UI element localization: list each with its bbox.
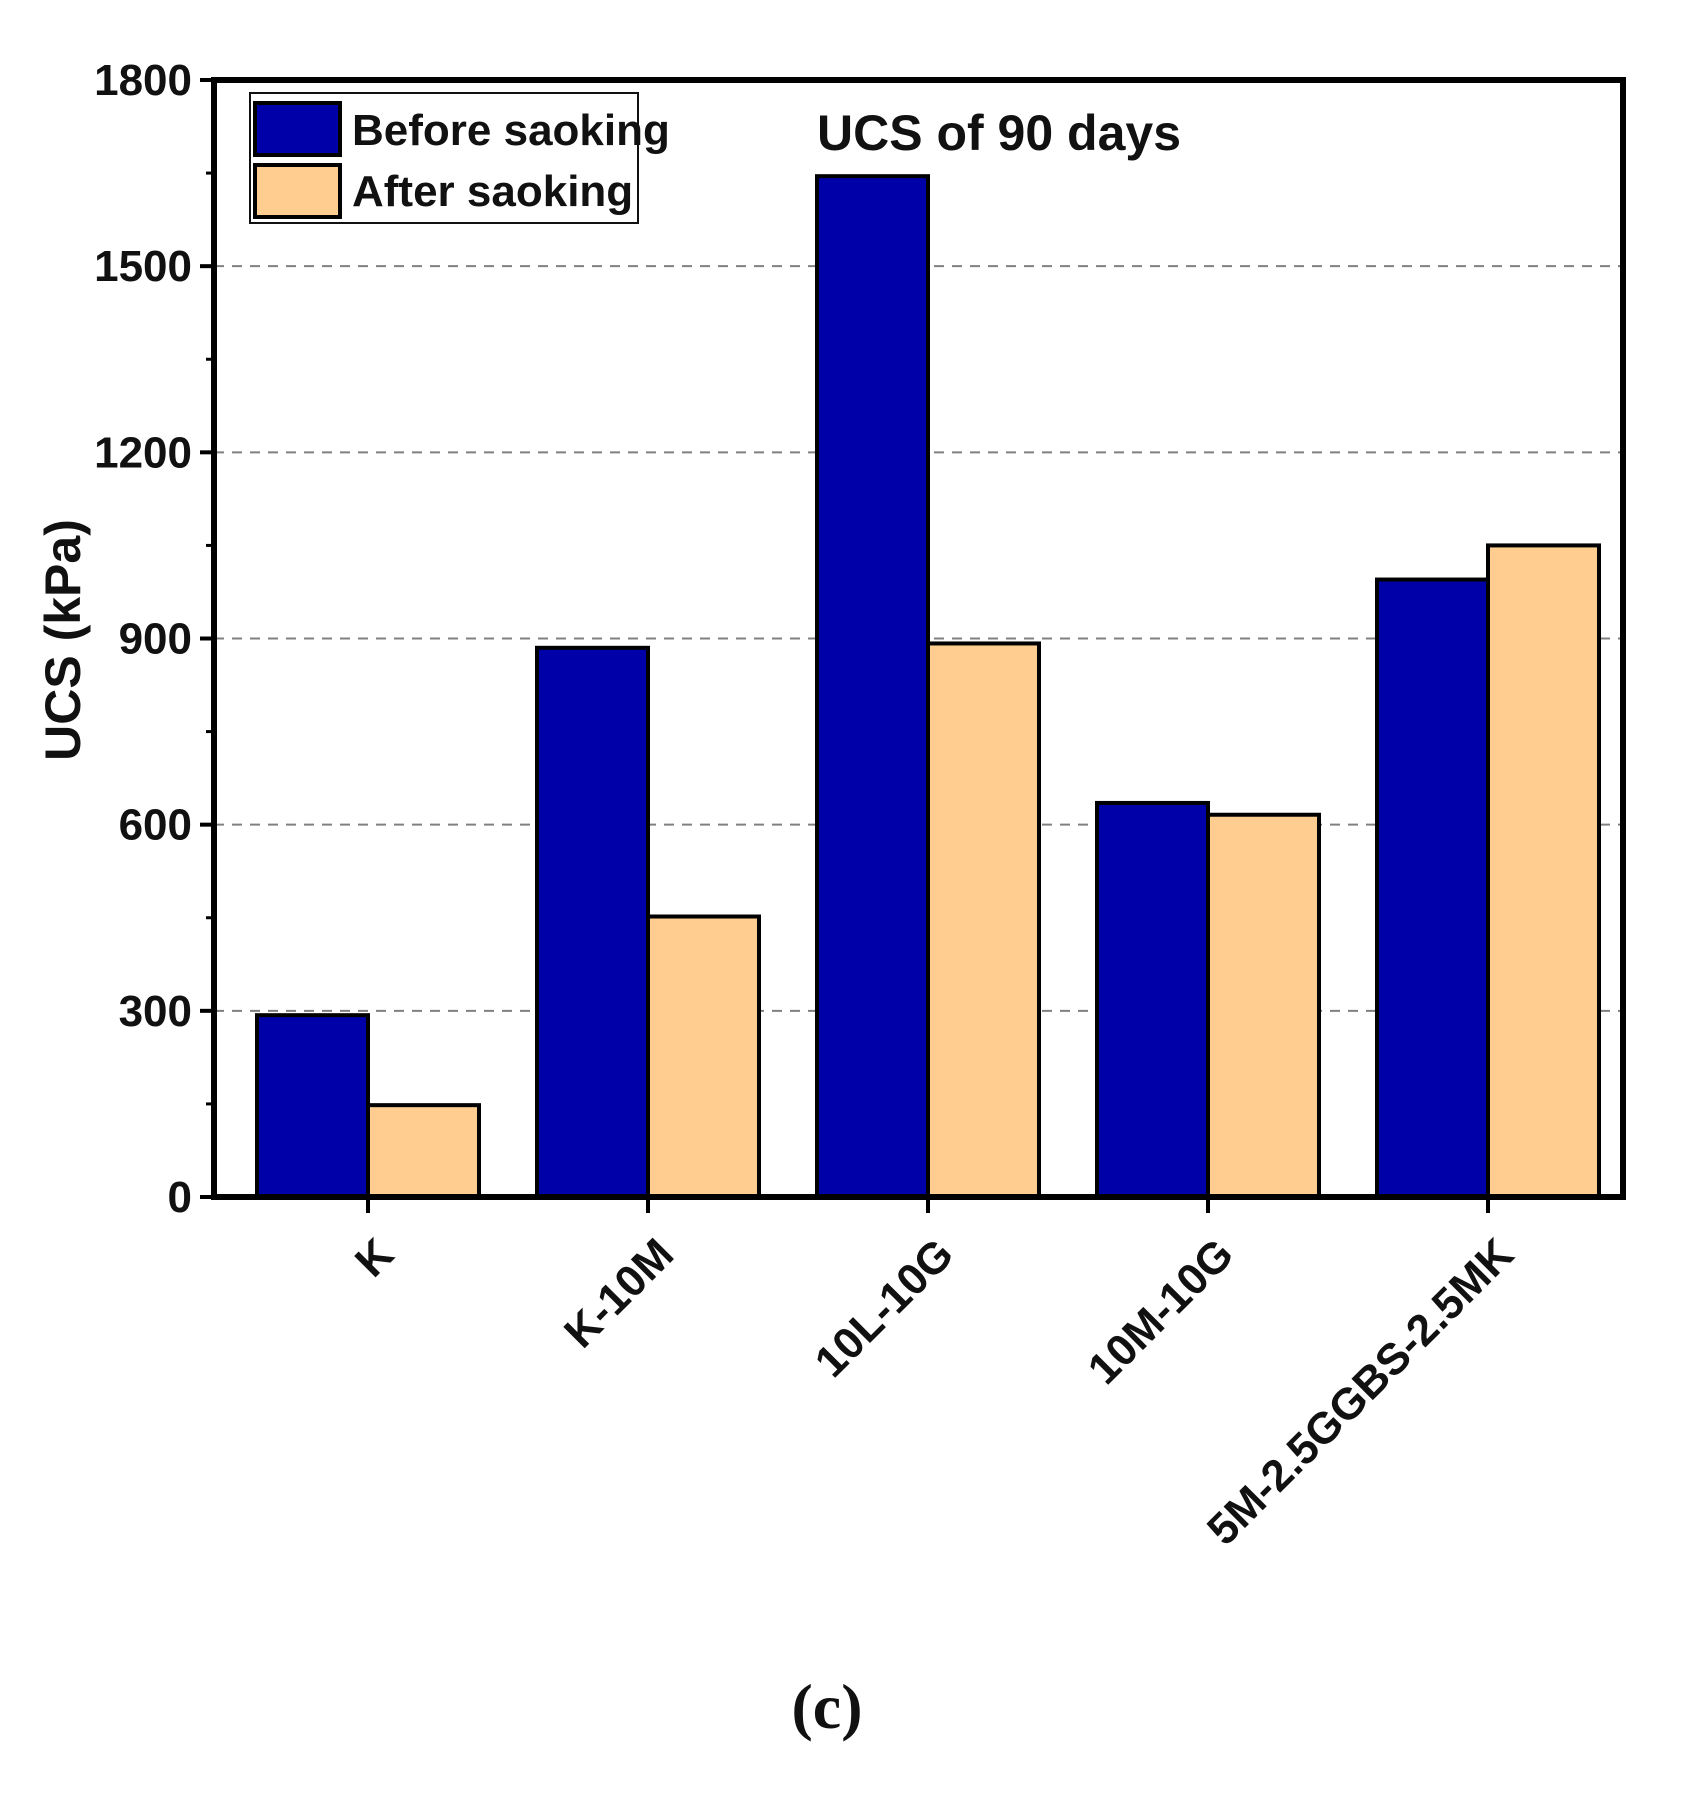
bar-after-5m-2-5ggbs-2-5mk	[1486, 543, 1601, 1199]
axes	[200, 77, 1626, 1213]
y-tick-label: 0	[168, 1173, 192, 1222]
y-tick-labels: 0 300 600 900 1200 1500 1800	[94, 56, 192, 1222]
bar-before-k	[255, 1013, 370, 1200]
y-axis-title: UCS (kPa)	[35, 519, 91, 761]
bar-after-k-10m	[646, 914, 761, 1200]
y-tick-label: 300	[119, 987, 192, 1036]
bar-before-10l-10g	[815, 174, 930, 1200]
bar-after-k	[366, 1103, 481, 1200]
legend: Before saoking After saoking	[249, 92, 670, 224]
y-tick-label: 1800	[94, 56, 192, 105]
y-tick-label: 1200	[94, 428, 192, 477]
bar-before-10m-10g	[1095, 800, 1210, 1199]
bar-after-10l-10g	[926, 641, 1041, 1199]
bar-after-10m-10g	[1206, 812, 1321, 1199]
bars	[255, 174, 1601, 1200]
y-tick-label: 900	[119, 615, 192, 664]
y-tick-label: 600	[119, 801, 192, 850]
bar-before-5m-2-5ggbs-2-5mk	[1375, 577, 1490, 1199]
chart-title: UCS of 90 days	[817, 105, 1181, 161]
legend-label-before: Before saoking	[352, 106, 670, 155]
legend-swatch-before	[253, 101, 342, 157]
legend-label-after: After saoking	[352, 167, 633, 216]
panel-label: (c)	[791, 1671, 862, 1742]
bar-before-k-10m	[535, 645, 650, 1199]
y-tick-label: 1500	[94, 242, 192, 291]
legend-swatch-after	[253, 163, 342, 219]
